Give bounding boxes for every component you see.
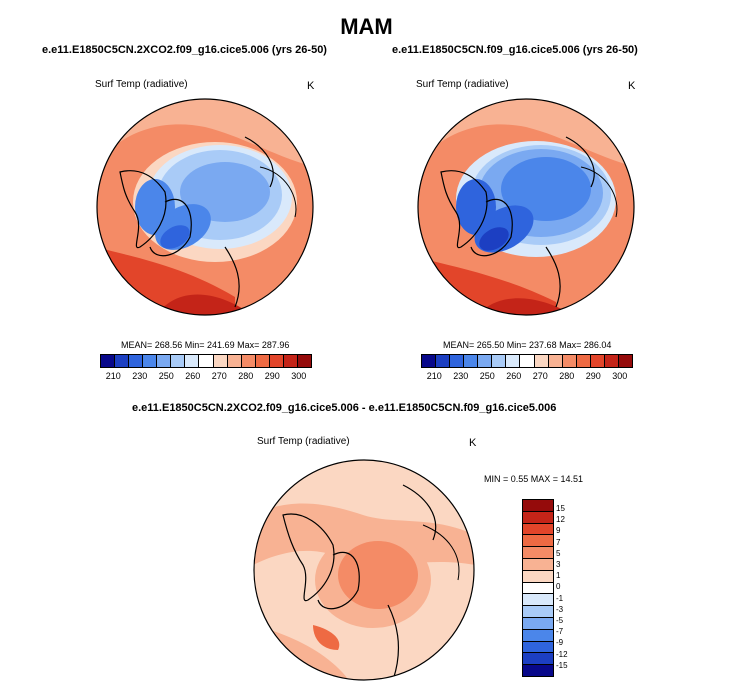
colorbar-2xco2-swatch: [255, 355, 270, 367]
colorbar-difference-tick-label: 15: [556, 504, 565, 513]
colorbar-2xco2-tick-label: 270: [211, 371, 227, 381]
colorbar-2xco2-swatch: [241, 355, 256, 367]
colorbar-difference-swatch: [523, 653, 553, 666]
polar-map-control: [417, 98, 635, 316]
colorbar-control-swatch: [422, 355, 437, 367]
colorbar-2xco2-tick-label: 300: [291, 371, 307, 381]
colorbar-control-tick-label: 280: [559, 371, 575, 381]
colorbar-control: 210 230 250 260 270 280 290 300: [421, 354, 633, 381]
colorbar-control-swatch: [576, 355, 591, 367]
colorbar-difference-tick-label: -5: [556, 616, 564, 626]
colorbar-control-tick-label: 210: [426, 371, 442, 381]
colorbar-control-swatch: [548, 355, 563, 367]
units-label-2xco2: K: [307, 80, 315, 92]
colorbar-difference-tick-label: 7: [556, 537, 561, 547]
polar-map-difference: [253, 459, 475, 681]
colorbar-difference-swatch: [523, 606, 553, 618]
colorbar-2xco2-swatch: [297, 355, 311, 367]
colorbar-control-tick-label: 300: [612, 371, 628, 381]
colorbar-2xco2-tick-label: 280: [238, 371, 254, 381]
colorbar-difference: [522, 499, 554, 677]
colorbar-2xco2-swatch: [199, 355, 214, 367]
colorbar-difference-tick-label: -12: [556, 649, 568, 659]
colorbar-difference-swatch: [523, 582, 553, 595]
colorbar-2xco2-swatch: [115, 355, 130, 367]
colorbar-2xco2-tick-label: 250: [158, 371, 174, 381]
colorbar-control-swatch: [604, 355, 619, 367]
colorbar-difference-swatch: [523, 547, 553, 559]
colorbar-control-swatch: [506, 355, 521, 367]
colorbar-difference-tick-label: -3: [556, 604, 564, 614]
colorbar-difference-swatch: [523, 535, 553, 548]
colorbar-control-swatch: [534, 355, 549, 367]
colorbar-difference-swatch: [523, 523, 553, 536]
colorbar-2xco2-swatch: [101, 355, 116, 367]
colorbar-2xco2-swatch: [157, 355, 172, 367]
colorbar-2xco2-swatch: [283, 355, 298, 367]
colorbar-difference-swatch: [523, 617, 553, 630]
colorbar-control-swatch: [492, 355, 507, 367]
colorbar-2xco2-swatch: [129, 355, 144, 367]
colorbar-difference-swatch: [523, 629, 553, 642]
colorbar-difference-swatch: [523, 511, 553, 524]
colorbar-2xco2-swatch: [269, 355, 284, 367]
colorbar-difference-tick-label: 9: [556, 526, 561, 536]
units-label-difference: K: [469, 437, 477, 449]
colorbar-difference-tick-label: -7: [556, 627, 564, 637]
colorbar-difference-swatch: [523, 500, 553, 512]
colorbar-2xco2-tick-label: 290: [264, 371, 280, 381]
colorbar-2xco2-swatch: [171, 355, 186, 367]
colorbar-control-swatch: [478, 355, 493, 367]
colorbar-control-swatch: [520, 355, 535, 367]
colorbar-2xco2-swatch: [213, 355, 228, 367]
colorbar-difference-tick-label: 12: [556, 515, 565, 525]
colorbar-difference-tick-label: -15: [556, 660, 568, 670]
colorbar-control-tick-label: 230: [453, 371, 469, 381]
colorbar-control-swatch: [618, 355, 632, 367]
variable-label-difference: Surf Temp (radiative): [257, 436, 350, 447]
colorbar-2xco2-swatch: [185, 355, 200, 367]
panel-title-control: e.e11.E1850C5CN.f09_g16.cice5.006 (yrs 2…: [392, 44, 638, 56]
colorbar-2xco2: 210 230 250 260 270 280 290 300: [100, 354, 312, 381]
panel-title-difference: e.e11.E1850C5CN.2XCO2.f09_g16.cice5.006 …: [132, 402, 557, 414]
colorbar-control-swatch: [590, 355, 605, 367]
colorbar-control-swatch: [450, 355, 465, 367]
figure-title: MAM: [340, 14, 393, 39]
stats-difference: MIN = 0.55 MAX = 14.51: [484, 474, 584, 484]
colorbar-control-tick-label: 270: [532, 371, 548, 381]
colorbar-control-swatch: [464, 355, 479, 367]
colorbar-difference-swatch: [523, 570, 553, 583]
colorbar-difference-tick-label: -1: [556, 593, 564, 603]
colorbar-control-swatch: [562, 355, 577, 367]
colorbar-2xco2-tick-label: 230: [132, 371, 148, 381]
colorbar-2xco2-tick-label: 210: [105, 371, 121, 381]
stats-control: MEAN= 265.50 Min= 237.68 Max= 286.04: [443, 340, 612, 350]
colorbar-difference-swatch: [523, 665, 553, 676]
colorbar-difference-swatch: [523, 594, 553, 607]
colorbar-difference-tick-label: 5: [556, 548, 561, 558]
colorbar-control-swatch: [436, 355, 451, 367]
colorbar-control-tick-label: 250: [479, 371, 495, 381]
polar-map-2xco2: [96, 98, 314, 316]
colorbar-difference-swatch: [523, 558, 553, 571]
variable-label-control: Surf Temp (radiative): [416, 79, 509, 90]
panel-title-2xco2: e.e11.E1850C5CN.2XCO2.f09_g16.cice5.006 …: [42, 44, 327, 56]
colorbar-control-tick-label: 290: [585, 371, 601, 381]
colorbar-2xco2-swatch: [227, 355, 242, 367]
variable-label-2xco2: Surf Temp (radiative): [95, 79, 188, 90]
colorbar-difference-swatch: [523, 641, 553, 654]
colorbar-difference-tick-label: -9: [556, 638, 564, 648]
colorbar-2xco2-tick-label: 260: [185, 371, 201, 381]
units-label-control: K: [628, 80, 636, 92]
colorbar-difference-tick-label: 3: [556, 560, 561, 570]
colorbar-2xco2-swatch: [143, 355, 158, 367]
colorbar-difference-ticks: 15 12 9 7 5 3 1 0 -1 -3 -5 -7 -9 -12 -15: [556, 504, 568, 670]
colorbar-difference-tick-label: 1: [556, 571, 561, 581]
colorbar-control-tick-label: 260: [506, 371, 522, 381]
stats-2xco2: MEAN= 268.56 Min= 241.69 Max= 287.96: [121, 340, 290, 350]
colorbar-difference-tick-label: 0: [556, 582, 561, 592]
